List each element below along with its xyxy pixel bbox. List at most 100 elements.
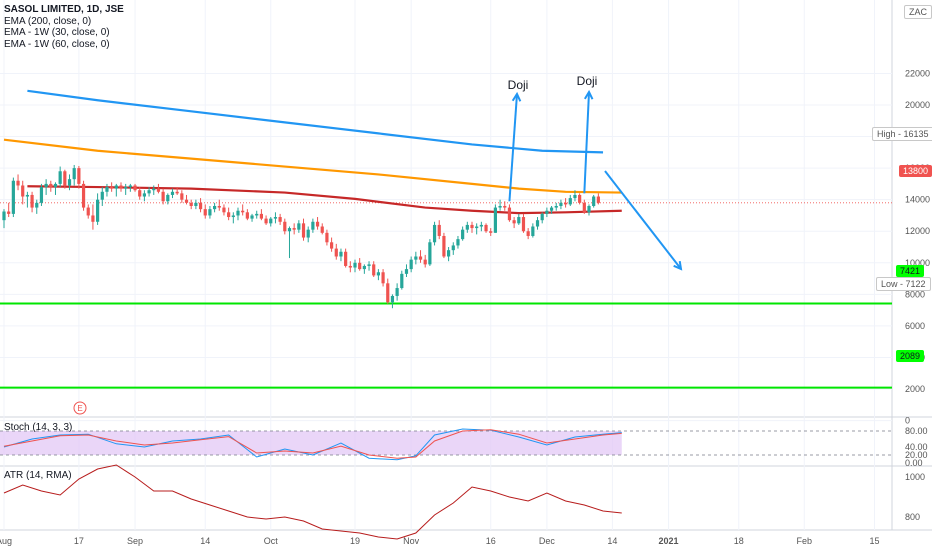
candle-body [507,207,512,221]
price-tick-label: 20000 [905,100,930,110]
legend-ema200[interactable]: EMA (200, close, 0) [4,15,92,27]
time-tick-label: 14 [607,536,617,546]
support-level-1-label: 7421 [896,265,925,277]
candle-body [353,262,357,268]
candle-body [512,220,516,224]
ema-1w-60-line [27,89,604,154]
projection-arrow-head [673,260,683,271]
price-tick-label: 2000 [905,384,925,394]
candle-body [269,218,273,224]
candle-body [58,171,62,184]
candle-body [479,224,483,227]
earnings-marker [73,401,87,415]
candle-body [208,209,212,216]
time-tick-label: 17 [74,536,84,546]
candle-body [133,185,137,191]
candles-group [2,164,600,309]
candle-body [213,205,217,210]
symbol-title[interactable]: SASOL LIMITED, 1D, JSE [4,4,124,15]
candle-body [358,262,362,270]
candle-body [423,259,427,265]
atr-label[interactable]: ATR (14, RMA) [4,470,72,481]
candle-body [475,226,479,229]
candle-body [236,210,240,216]
candle-body [264,218,268,224]
candle-body [297,223,301,230]
time-tick-label: 19 [350,536,360,546]
candle-body [301,223,306,238]
candle-body [503,205,507,208]
price-tick-label: 0 [905,416,910,426]
candle-body [166,194,170,202]
candle-body [170,191,175,195]
candle-body [381,272,385,284]
candle-body [320,226,324,233]
candle-body [283,221,287,232]
candle-body [390,295,395,303]
candle-body [105,187,109,192]
candle-body [339,251,343,257]
chart-legend: SASOL LIMITED, 1D, JSE EMA (200, close, … [4,4,124,50]
candle-body [498,205,502,208]
candle-body [128,185,132,188]
legend-ema-1w-30[interactable]: EMA - 1W (30, close, 0) [4,27,110,38]
candle-body [404,269,409,274]
time-tick-label: 18 [734,536,744,546]
candle-body [451,245,455,251]
candle-body [442,235,446,257]
candle-body [362,265,366,270]
last-price-label: 13800 [899,165,932,177]
legend-ema-1w-60[interactable]: EMA - 1W (60, close, 0) [4,38,110,50]
candle-body [110,187,114,189]
candle-body [63,171,67,186]
candle-body [344,251,348,266]
candle-body [180,193,184,200]
atr-tick-label: 1000 [905,472,925,482]
candle-body [521,217,526,232]
candle-body [517,217,521,224]
candle-body [367,264,371,266]
candle-body [292,228,296,230]
support-level-2-label: 2089 [896,350,925,362]
high-label: High - 16135 [872,127,932,141]
candle-body [217,205,221,208]
candle-body [138,190,142,197]
candle-body [175,191,179,194]
candle-body [227,212,231,218]
price-tick-label: 6000 [905,321,925,331]
candle-body [67,179,72,186]
candle-body [568,198,572,205]
price-tick-label: 10000 [905,258,930,268]
candle-body [559,202,563,206]
candle-body [596,196,600,203]
currency-badge[interactable]: ZAC [904,5,932,19]
stoch-tick-label: 20.00 [905,450,928,460]
candle-body [161,191,165,202]
candle-body [549,207,554,211]
candle-body [72,168,76,180]
candle-body [437,224,441,236]
time-tick-label: Sep [127,536,143,546]
candle-body [348,265,352,268]
candle-body [470,224,474,229]
candle-body [7,211,11,214]
projection-arrow [604,170,682,270]
candle-body [53,183,58,188]
candle-body [250,215,254,219]
doji-arrow-1 [508,93,518,202]
price-tick-label: 12000 [905,226,930,236]
candle-body [540,213,544,221]
earnings-marker-label: E [77,404,82,413]
atr-line [3,464,622,540]
candle-body [287,228,292,232]
candle-body [198,202,203,210]
candle-body [447,250,451,257]
stoch-label[interactable]: Stoch (14, 3, 3) [4,422,73,433]
candle-body [114,185,118,189]
doji-label-1: Doji [508,78,529,92]
candle-body [306,229,310,238]
candle-body [44,183,48,188]
